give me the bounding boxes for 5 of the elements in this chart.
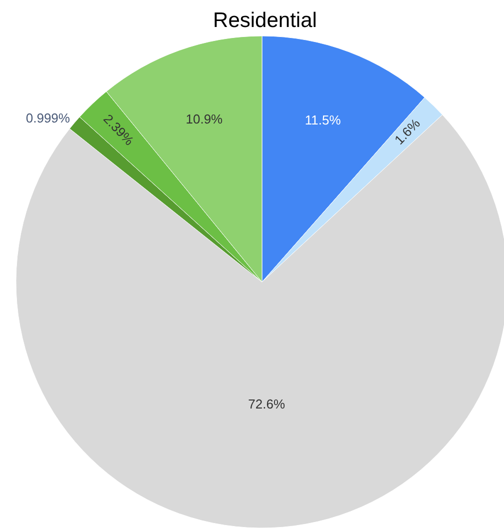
chart-title: Residential bbox=[213, 9, 317, 32]
data-label: 0.999% bbox=[26, 110, 70, 126]
data-label: 10.9% bbox=[186, 111, 224, 126]
data-label: 72.6% bbox=[248, 396, 286, 412]
data-label: 11.5% bbox=[304, 112, 342, 128]
